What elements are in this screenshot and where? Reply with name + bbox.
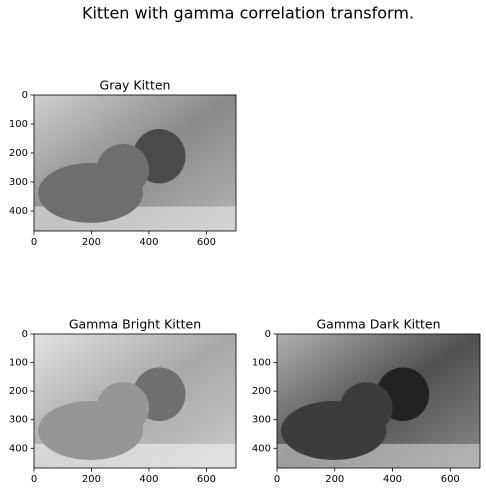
y-tick-label: 100 <box>252 358 271 369</box>
y-tick-label: 100 <box>9 358 28 369</box>
y-tick-label: 400 <box>9 443 28 454</box>
image <box>33 94 237 232</box>
x-tick-label: 600 <box>197 474 216 485</box>
y-tick-label: 0 <box>22 329 28 340</box>
kitten-front-head <box>96 143 150 196</box>
x-tick-label: 200 <box>325 474 344 485</box>
y-tick-label: 400 <box>9 206 28 217</box>
y-tick-label: 300 <box>252 415 271 426</box>
kitten-front-head <box>339 382 393 434</box>
y-tick-label: 200 <box>252 386 271 397</box>
axes-title: Gray Kitten <box>100 78 171 93</box>
axes-title: Gamma Dark Kitten <box>316 317 440 332</box>
x-tick-label: 200 <box>82 237 101 248</box>
axes-title: Gamma Bright Kitten <box>69 317 201 332</box>
suptitle: Kitten with gamma correlation transform. <box>82 4 414 23</box>
image <box>276 333 481 469</box>
x-tick-label: 0 <box>274 474 280 485</box>
y-tick-label: 0 <box>22 90 28 101</box>
y-tick-label: 300 <box>9 177 28 188</box>
x-tick-label: 600 <box>441 474 460 485</box>
y-tick-label: 300 <box>9 415 28 426</box>
image-frame <box>33 94 237 232</box>
x-tick-label: 0 <box>31 474 37 485</box>
x-tick-label: 400 <box>139 474 158 485</box>
x-tick-label: 600 <box>197 237 216 248</box>
y-tick-label: 400 <box>252 443 271 454</box>
image-frame <box>276 333 481 469</box>
image-frame <box>33 333 237 469</box>
y-tick-label: 200 <box>9 386 28 397</box>
y-tick-label: 100 <box>9 119 28 130</box>
y-tick-label: 0 <box>265 329 271 340</box>
image <box>33 333 237 469</box>
x-tick-label: 200 <box>82 474 101 485</box>
x-tick-label: 0 <box>31 237 37 248</box>
x-tick-label: 400 <box>383 474 402 485</box>
y-tick-label: 200 <box>9 148 28 159</box>
x-tick-label: 400 <box>139 237 158 248</box>
kitten-front-head <box>96 382 150 434</box>
